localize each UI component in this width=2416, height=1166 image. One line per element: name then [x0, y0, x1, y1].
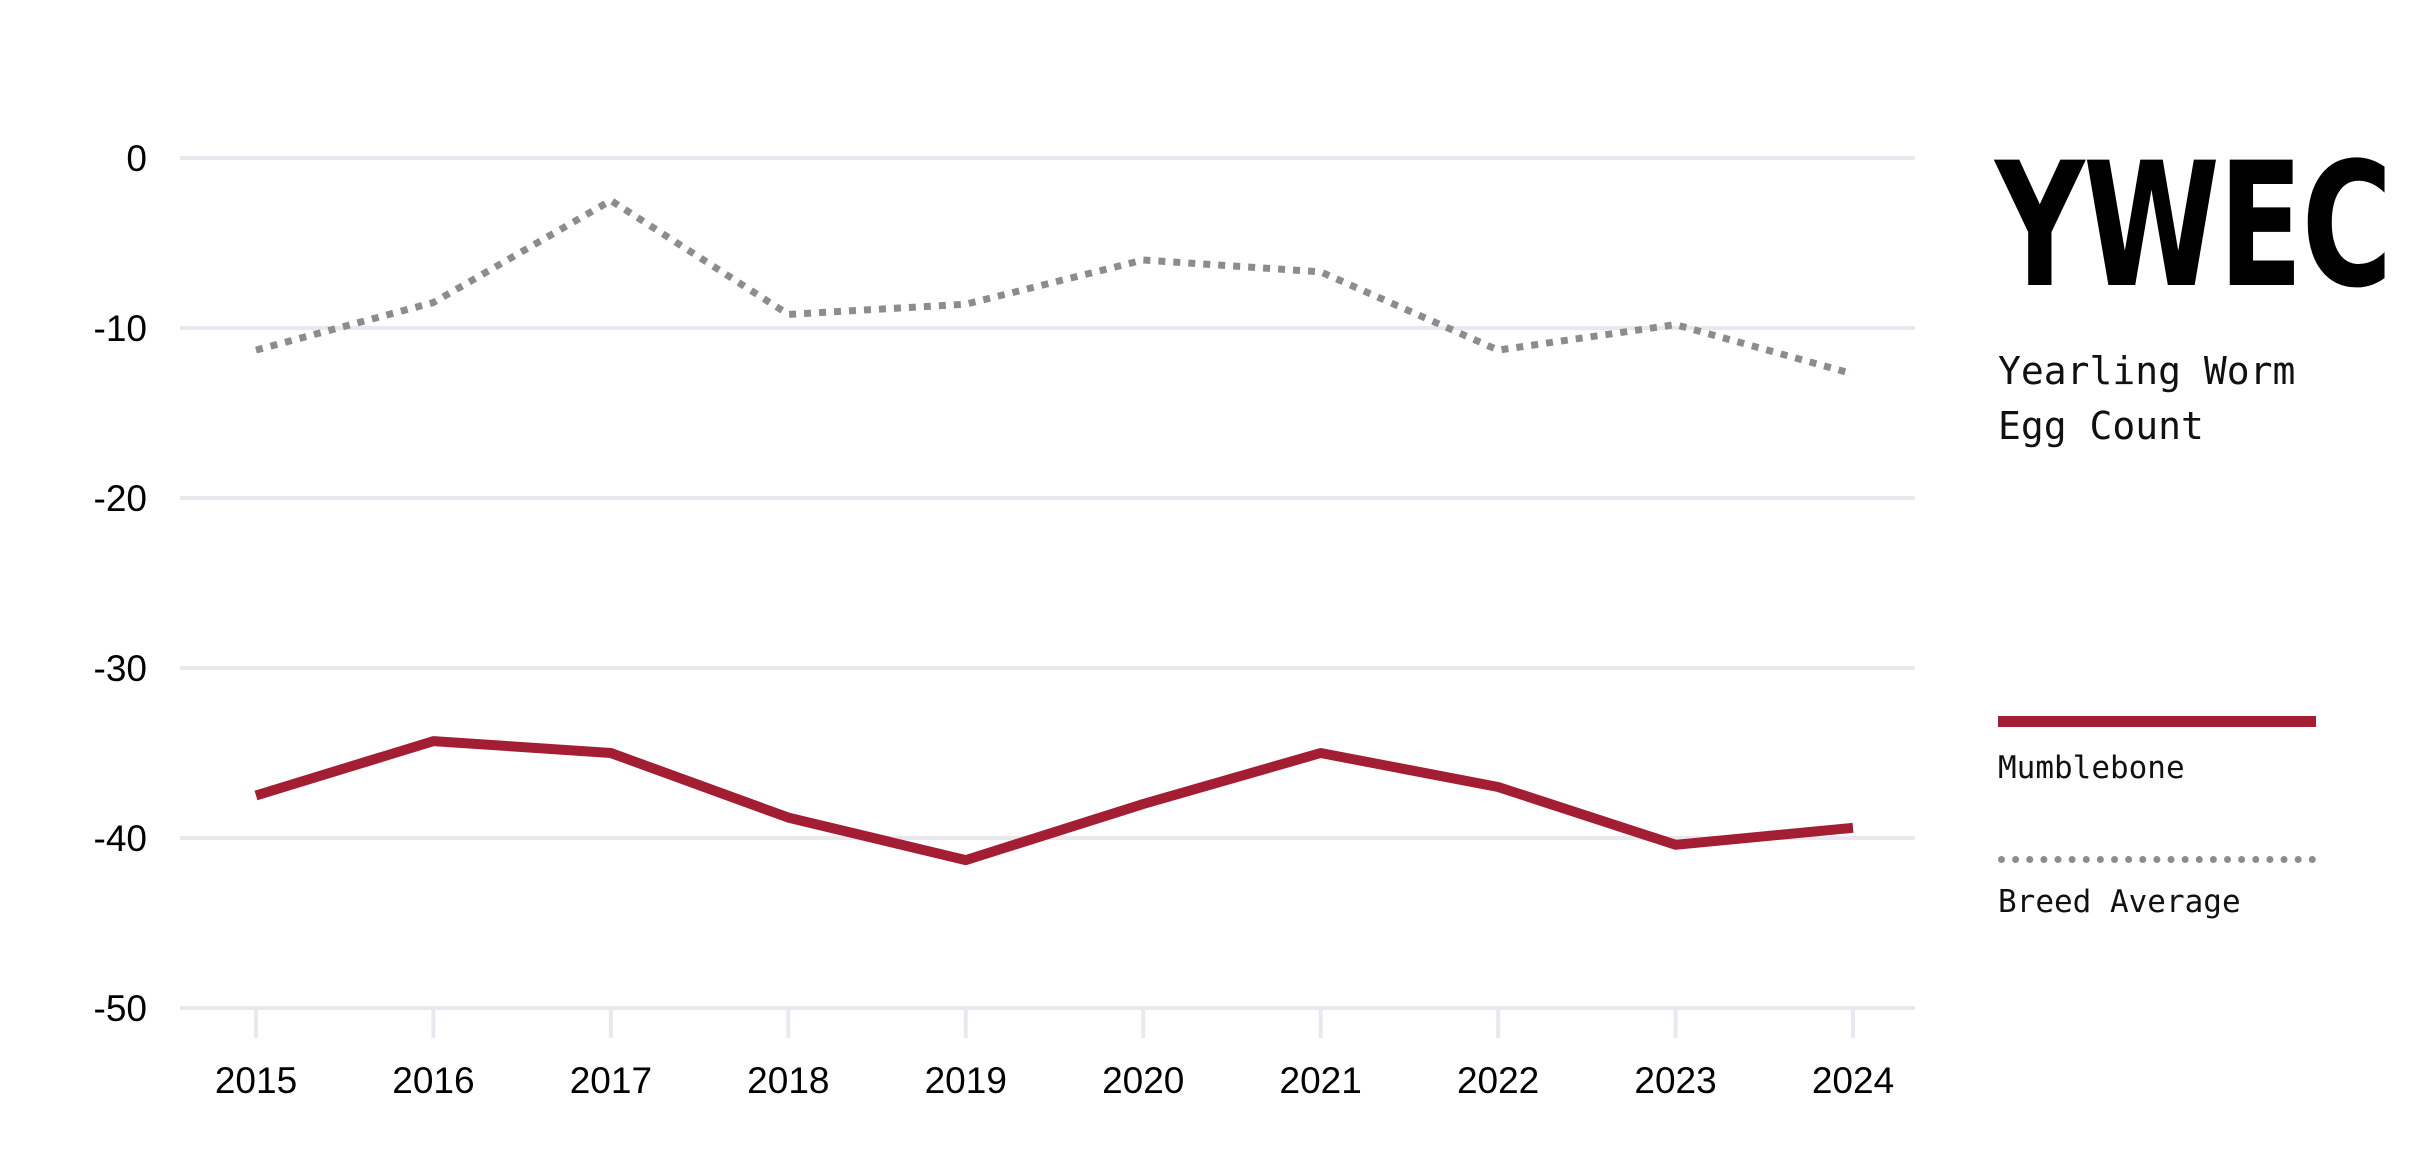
y-tick-label: -20	[94, 478, 147, 519]
legend-swatch-mumblebone	[1998, 716, 2316, 727]
x-tick-label: 2015	[215, 1060, 297, 1101]
series-line-breed-average	[255, 197, 1854, 378]
y-tick-label: -30	[94, 648, 147, 689]
x-tick-label: 2024	[1812, 1060, 1894, 1101]
x-tick-label: 2021	[1280, 1060, 1362, 1101]
y-axis-ticks: 0 -10 -20 -30 -40 -50	[94, 138, 147, 1029]
y-tick-label: -50	[94, 988, 147, 1029]
series-line-mumblebone	[254, 736, 1854, 866]
chart-subtitle: Yearling Worm Egg Count	[1998, 349, 2296, 448]
x-tick-label: 2019	[925, 1060, 1007, 1101]
y-tick-label: -10	[94, 308, 147, 349]
x-tick-label: 2022	[1457, 1060, 1539, 1101]
x-tick-label: 2018	[747, 1060, 829, 1101]
y-tick-label: -40	[94, 818, 147, 859]
x-axis-ticks: 2015 2016 2017 2018 2019 2020 2021 2022 2023 2024	[215, 1008, 1894, 1101]
chart-canvas: 0 -10 -20 -30 -40 -50 2015 2016 2017 2018 2019 202…	[94, 138, 1915, 1101]
y-tick-label: 0	[126, 138, 147, 179]
x-tick-label: 2020	[1102, 1060, 1184, 1101]
chart-title: YWEC	[1995, 125, 2392, 326]
series-lines	[254, 197, 1854, 866]
legend-label-mumblebone: Mumblebone	[1998, 750, 2185, 786]
x-tick-label: 2016	[392, 1060, 474, 1101]
x-tick-label: 2017	[570, 1060, 652, 1101]
x-tick-label: 2023	[1634, 1060, 1716, 1101]
legend-swatch-breed-average	[1998, 856, 2316, 863]
legend-label-breed-average: Breed Average	[1998, 884, 2241, 920]
